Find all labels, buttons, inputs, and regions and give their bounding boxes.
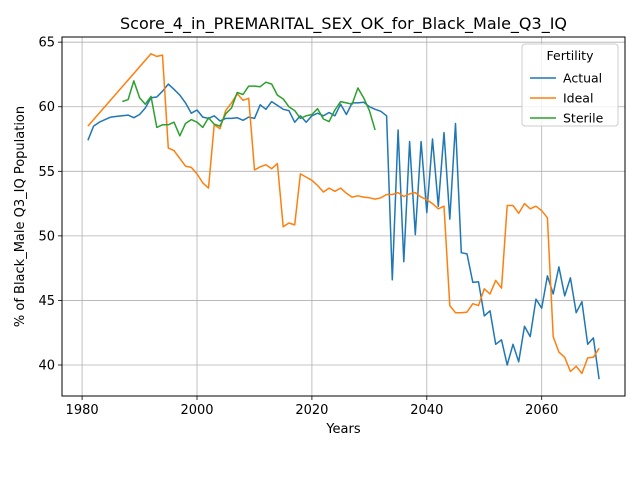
legend-label-actual: Actual [563, 71, 602, 86]
y-tick-label: 55 [38, 165, 55, 180]
x-tick-label: 2020 [295, 403, 328, 418]
x-tick-label: 2060 [525, 403, 558, 418]
legend-label-ideal: Ideal [563, 91, 593, 106]
x-axis-label: Years [325, 422, 361, 437]
y-tick-label: 45 [38, 294, 55, 309]
x-tick-label: 1980 [66, 403, 99, 418]
chart-title: Score_4_in_PREMARITAL_SEX_OK_for_Black_M… [120, 14, 567, 34]
x-tick-label: 2040 [410, 403, 443, 418]
legend-title: Fertility [547, 48, 595, 63]
y-tick-label: 65 [38, 36, 55, 51]
legend-label-sterile: Sterile [563, 111, 604, 126]
x-tick-label: 2000 [180, 403, 213, 418]
y-tick-label: 60 [38, 100, 55, 115]
y-axis-label: % of Black_Male Q3_IQ Population [13, 106, 28, 327]
y-tick-label: 50 [38, 229, 55, 244]
legend: Fertility Actual Ideal Sterile [522, 44, 618, 126]
y-tick-label: 40 [38, 359, 55, 374]
